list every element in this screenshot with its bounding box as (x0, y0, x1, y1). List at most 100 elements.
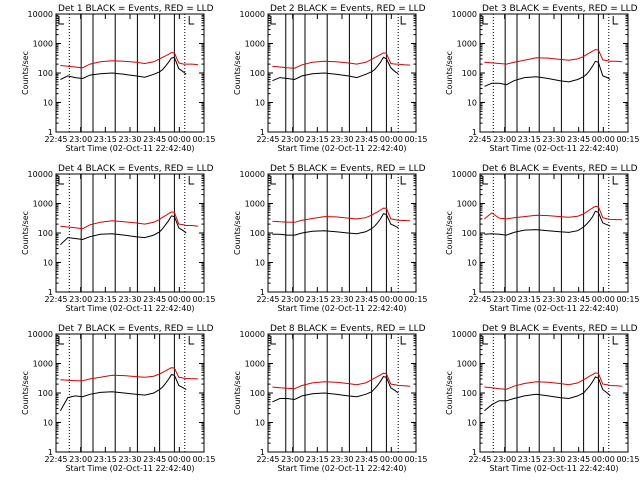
y-tick-label: 100 (250, 229, 265, 238)
plot-frame (55, 13, 205, 133)
x-tick-label: 23:00 (493, 135, 516, 144)
x-tick-label: 23:00 (493, 295, 516, 304)
x-tick-label: 23:00 (69, 455, 92, 464)
series-lld-line (272, 207, 411, 223)
series-lld-line (484, 205, 623, 221)
x-tick-label: 23:15 (94, 135, 117, 144)
gap-marker (482, 16, 488, 25)
y-tick-label: 1000 (245, 360, 265, 369)
y-tick-label: 10 (467, 419, 477, 428)
plot-frame (55, 333, 205, 453)
x-tick-label: 23:15 (94, 455, 117, 464)
gap-marker (612, 176, 619, 185)
plot-frame (479, 333, 629, 453)
gap-marker (400, 16, 407, 25)
y-tick-label: 10000 (240, 330, 265, 339)
x-tick-label: 23:45 (143, 135, 166, 144)
y-axis-label: Counts/sec (21, 51, 30, 95)
y-tick-label: 1000 (457, 360, 477, 369)
y-axis-label: Counts/sec (21, 211, 30, 255)
y-tick-label: 100 (462, 389, 477, 398)
gap-marker (58, 336, 64, 345)
y-tick-label: 1 (260, 128, 265, 137)
x-tick-label: 00:15 (192, 135, 215, 144)
series-events-line (272, 56, 399, 82)
series-events-line (60, 215, 187, 246)
y-axis-label: Counts/sec (233, 211, 242, 255)
panel-det-8: Det 8 BLACK = Events, RED = LLD 1 10 100 100… (233, 324, 428, 473)
y-tick-label: 1 (260, 448, 265, 457)
panel-title: Det 8 BLACK = Events, RED = LLD (270, 324, 426, 334)
x-tick-label: 00:15 (192, 455, 215, 464)
y-tick-label: 10 (255, 99, 265, 108)
x-tick-label: 22:45 (44, 295, 67, 304)
y-tick-label: 1000 (33, 40, 53, 49)
x-tick-label: 00:15 (616, 455, 639, 464)
y-axis-label: Counts/sec (445, 371, 454, 415)
x-axis-label: Start Time (02-Oct-11 22:42:40) (277, 144, 406, 153)
x-tick-label: 00:00 (380, 135, 403, 144)
plot-frame (55, 173, 205, 293)
y-tick-label: 10 (467, 259, 477, 268)
x-tick-label: 00:00 (592, 295, 615, 304)
series-events-line (60, 56, 187, 80)
series-events-line (272, 376, 399, 403)
y-tick-label: 1 (48, 448, 53, 457)
y-tick-label: 100 (462, 69, 477, 78)
y-axis-label: Counts/sec (445, 51, 454, 95)
x-tick-label: 00:00 (380, 295, 403, 304)
x-tick-label: 23:45 (567, 455, 590, 464)
y-tick-label: 1 (48, 128, 53, 137)
panel-title: Det 3 BLACK = Events, RED = LLD (482, 4, 638, 14)
gap-marker (612, 336, 619, 345)
y-tick-label: 1 (472, 128, 477, 137)
x-tick-label: 00:00 (592, 455, 615, 464)
y-tick-label: 1000 (245, 200, 265, 209)
panel-title: Det 7 BLACK = Events, RED = LLD (58, 324, 214, 334)
series-lld-line (272, 52, 411, 69)
x-tick-label: 23:00 (281, 455, 304, 464)
panel-title: Det 2 BLACK = Events, RED = LLD (270, 4, 426, 14)
x-tick-label: 23:15 (306, 455, 329, 464)
y-tick-label: 10000 (28, 10, 53, 19)
y-tick-label: 1000 (245, 40, 265, 49)
gap-marker (400, 336, 407, 345)
y-tick-label: 100 (38, 389, 53, 398)
x-tick-label: 00:15 (616, 295, 639, 304)
plot-frame (479, 13, 629, 133)
y-tick-label: 10 (43, 259, 53, 268)
x-tick-label: 23:30 (542, 455, 565, 464)
x-tick-label: 23:15 (94, 295, 117, 304)
gap-marker (482, 176, 488, 185)
x-axis-label: Start Time (02-Oct-11 22:42:40) (277, 304, 406, 313)
y-tick-label: 1000 (33, 360, 53, 369)
series-lld-line (60, 367, 199, 382)
x-tick-label: 00:00 (168, 135, 191, 144)
y-tick-label: 100 (38, 229, 53, 238)
y-tick-label: 1000 (33, 200, 53, 209)
x-tick-label: 23:15 (518, 295, 541, 304)
y-tick-label: 10 (255, 419, 265, 428)
x-axis-label: Start Time (02-Oct-11 22:42:40) (489, 464, 618, 473)
x-tick-label: 23:45 (143, 455, 166, 464)
x-tick-label: 23:00 (69, 295, 92, 304)
x-tick-label: 00:15 (404, 135, 427, 144)
y-tick-label: 1 (472, 448, 477, 457)
gap-marker (188, 16, 195, 25)
series-lld-line (484, 49, 623, 65)
y-tick-label: 100 (38, 69, 53, 78)
x-tick-label: 23:15 (518, 455, 541, 464)
x-tick-label: 00:00 (592, 135, 615, 144)
plot-frame (267, 173, 417, 293)
y-tick-label: 10 (43, 99, 53, 108)
x-tick-label: 23:30 (330, 295, 353, 304)
x-tick-label: 23:30 (542, 135, 565, 144)
x-tick-label: 23:45 (567, 295, 590, 304)
panel-det-3: Det 3 BLACK = Events, RED = LLD 1 10 100 100… (445, 4, 640, 153)
x-tick-label: 22:45 (256, 455, 279, 464)
x-tick-label: 23:15 (518, 135, 541, 144)
panel-det-7: Det 7 BLACK = Events, RED = LLD 1 10 100 100… (21, 324, 216, 473)
series-events-line (484, 60, 611, 87)
x-tick-label: 22:45 (44, 455, 67, 464)
